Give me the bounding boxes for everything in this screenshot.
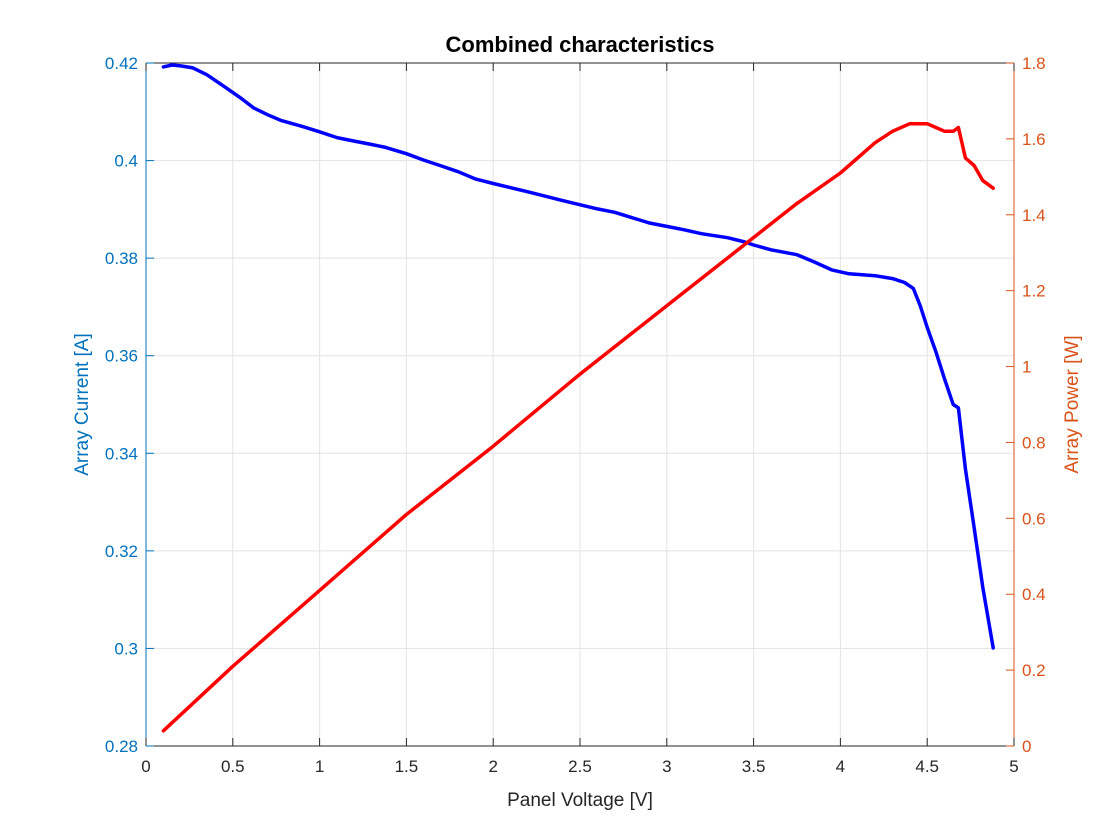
y-left-tick-label: 0.3 bbox=[114, 639, 138, 658]
x-axis-title: Panel Voltage [V] bbox=[507, 790, 653, 811]
y-right-tick-label: 1.6 bbox=[1022, 130, 1046, 149]
series bbox=[161, 63, 995, 733]
y-right-tick-label: 1 bbox=[1022, 358, 1031, 377]
y-right-tick-label: 0 bbox=[1022, 737, 1031, 756]
y-axis-right-title: Array Power [W] bbox=[1062, 335, 1083, 473]
x-tick-label: 0 bbox=[141, 757, 150, 776]
y-left-tick-label: 0.28 bbox=[105, 737, 138, 756]
y-left-tick-label: 0.32 bbox=[105, 542, 138, 561]
x-tick-label: 1 bbox=[315, 757, 324, 776]
x-tick-label: 5 bbox=[1009, 757, 1018, 776]
series-line-array-power bbox=[161, 121, 995, 733]
x-tick-label: 3.5 bbox=[742, 757, 766, 776]
x-tick-label: 1.5 bbox=[395, 757, 419, 776]
x-tick-label: 2.5 bbox=[568, 757, 592, 776]
axes bbox=[145, 62, 1015, 747]
y-left-tick-label: 0.4 bbox=[114, 152, 138, 171]
x-tick-label: 3 bbox=[662, 757, 671, 776]
y-right-tick-label: 0.6 bbox=[1022, 509, 1046, 528]
x-tick-label: 4 bbox=[836, 757, 845, 776]
y-left-tick-label: 0.36 bbox=[105, 347, 138, 366]
y-left-tick-label: 0.42 bbox=[105, 54, 138, 73]
x-tick-label: 2 bbox=[488, 757, 497, 776]
chart-title: Combined characteristics bbox=[446, 32, 715, 57]
y-right-tick-label: 0.2 bbox=[1022, 661, 1046, 680]
x-tick-label: 0.5 bbox=[221, 757, 245, 776]
y-right-tick-label: 0.8 bbox=[1022, 433, 1046, 452]
y-right-tick-label: 1.2 bbox=[1022, 282, 1046, 301]
y-right-tick-label: 1.8 bbox=[1022, 54, 1046, 73]
tick-labels: 0 0.5 1 1.5 2 2.5 3 3.5 4 4.5 5 0.28 0.3 0.32 0.34 0.36… bbox=[105, 54, 1046, 776]
y-right-tick-label: 0.4 bbox=[1022, 585, 1046, 604]
y-left-tick-label: 0.34 bbox=[105, 444, 138, 463]
x-tick-label: 4.5 bbox=[915, 757, 939, 776]
y-right-tick-label: 1.4 bbox=[1022, 206, 1046, 225]
y-axis-left-title: Array Current [A] bbox=[72, 333, 93, 476]
series-line-array-current bbox=[161, 63, 995, 650]
y-left-tick-label: 0.38 bbox=[105, 249, 138, 268]
